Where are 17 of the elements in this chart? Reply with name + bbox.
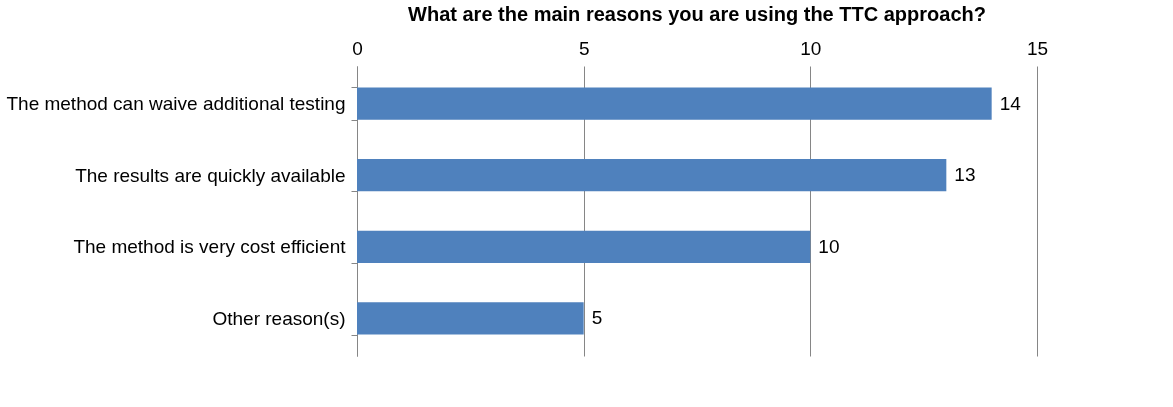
data-label: 14 bbox=[999, 92, 1022, 114]
data-label: 10 bbox=[818, 235, 840, 257]
y-tick-label: Other reason(s) bbox=[212, 307, 346, 329]
x-tick-label: 0 bbox=[352, 37, 363, 59]
x-tick-label: 15 bbox=[1026, 37, 1049, 59]
x-tick-label: 5 bbox=[578, 37, 590, 59]
y-tick-label: The method can waive additional testing bbox=[6, 93, 346, 115]
data-label: 13 bbox=[954, 164, 976, 186]
y-tick-label: The results are quickly available bbox=[75, 164, 346, 186]
chart-title: What are the main reasons you are using the TTC approach? bbox=[408, 3, 986, 25]
bar bbox=[357, 302, 584, 335]
bar bbox=[357, 159, 947, 192]
y-tick-label: The method is very cost efficient bbox=[73, 236, 347, 258]
x-tick-label: 10 bbox=[800, 37, 822, 59]
bar bbox=[357, 87, 992, 120]
data-label: 5 bbox=[591, 307, 603, 329]
bar bbox=[357, 230, 811, 263]
